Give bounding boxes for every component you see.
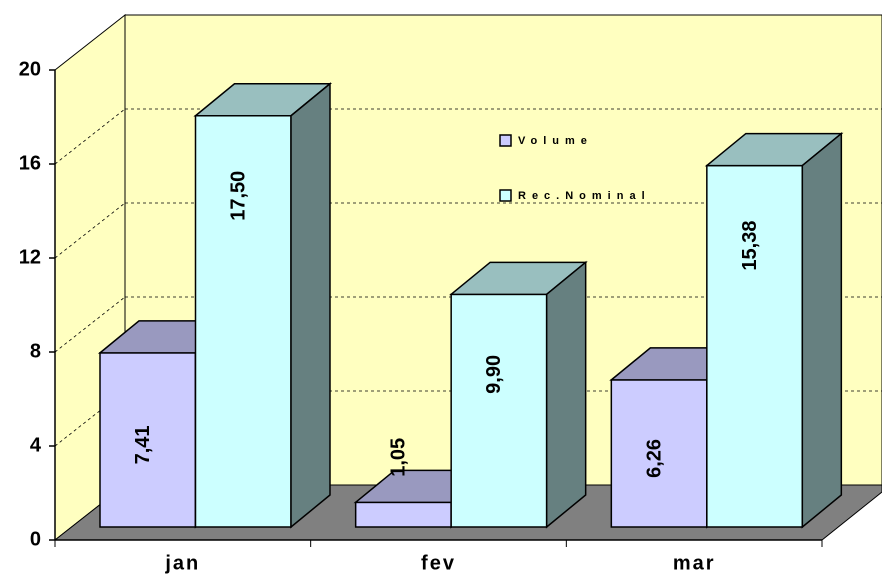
y-tick-label: 16 <box>19 152 41 174</box>
grid-line <box>54 296 126 353</box>
value-label: 6,26 <box>643 439 665 478</box>
bar <box>610 379 708 528</box>
y-tick-label: 0 <box>30 528 41 550</box>
bar <box>706 164 804 528</box>
x-tick-label: fev <box>421 552 456 574</box>
legend-swatch <box>499 189 512 202</box>
bar-side <box>801 131 843 529</box>
value-label: 15,38 <box>739 221 761 271</box>
x-tick-label: jan <box>164 552 200 574</box>
grid-line <box>54 108 126 165</box>
x-tick-label: mar <box>673 552 716 574</box>
bar <box>450 293 548 528</box>
value-label: 17,50 <box>228 171 250 221</box>
value-label: 9,90 <box>483 355 505 394</box>
y-tick-label: 12 <box>19 246 41 268</box>
legend-label: Rec.Nominal <box>518 190 651 202</box>
value-label: 7,41 <box>132 425 154 464</box>
y-tick-label: 20 <box>19 58 41 80</box>
bar <box>354 501 452 528</box>
y-tick-label: 8 <box>30 340 41 362</box>
bar-side <box>545 260 587 529</box>
bar <box>99 352 197 528</box>
grid-line <box>54 202 126 259</box>
value-label: 1,05 <box>388 438 410 477</box>
bar-side <box>290 82 331 529</box>
legend-swatch <box>499 134 512 147</box>
legend-label: Volume <box>518 135 593 147</box>
bar <box>194 115 292 528</box>
y-tick-label: 4 <box>30 434 42 456</box>
